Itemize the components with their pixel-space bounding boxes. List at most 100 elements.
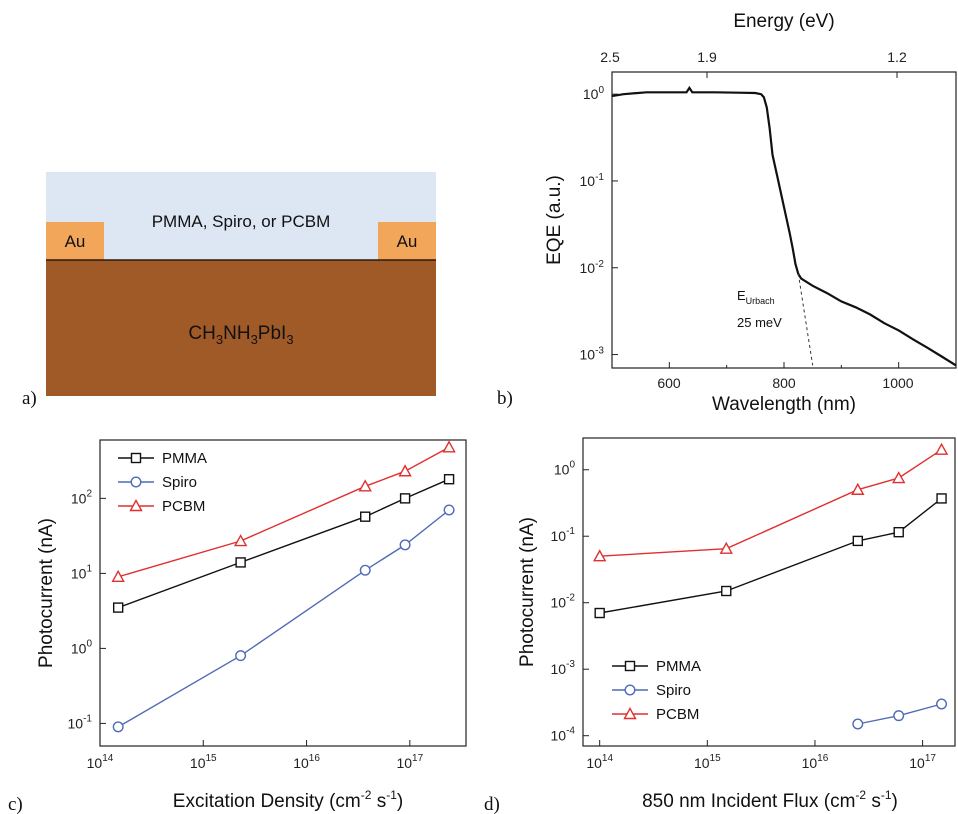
x-tick-exp: 17: [412, 753, 424, 764]
x-tick-exp: 16: [309, 753, 321, 764]
panel-d-xlabel-main: 850 nm Incident Flux (cm: [642, 791, 855, 812]
data-point-pcbm: [892, 471, 906, 484]
x-tick-600: 600: [657, 375, 681, 391]
y-tick-base: 10: [580, 347, 596, 363]
panel-b-y-axis-label: EQE (a.u.): [544, 175, 565, 265]
data-point-spiro: [112, 721, 124, 733]
y-tick-exp: -3: [595, 346, 604, 357]
panel-d-xlabel-mid: s: [866, 791, 881, 812]
series-line-spiro: [117, 509, 450, 728]
panel-c-xlabel-sup1: -2: [361, 788, 372, 802]
x-tick-exp: 15: [710, 753, 722, 764]
x-tick-label: 1017: [909, 753, 936, 771]
panel-d-x-axis-label: 850 nm Incident Flux (cm-2 s-1): [642, 788, 898, 812]
eqe-curve: [611, 85, 957, 367]
legend-marker-pmma: [624, 660, 636, 672]
panel-d-frame: [582, 437, 956, 747]
y-tick-exp: -1: [566, 526, 575, 537]
x-tick-base: 10: [293, 755, 309, 771]
panel-d-xlabel-end: ): [892, 791, 898, 812]
urbach-e: E: [737, 288, 746, 303]
data-point-pcbm: [442, 440, 456, 453]
y-tick-label: 10-1: [580, 172, 605, 189]
x-tick-label: 1014: [586, 753, 613, 771]
panel-a-schematic: PMMA, Spiro, or PCBM Au Au CH3NH3PbI3 a): [22, 172, 436, 409]
x-tick-1000: 1000: [882, 375, 913, 391]
y-tick-exp: 0: [86, 638, 92, 649]
series-line-pmma: [599, 497, 943, 614]
x-tick-label: 1015: [694, 753, 721, 771]
y-tick-base: 10: [71, 490, 87, 506]
legend-marker-spiro: [624, 684, 636, 696]
panel-d-legend: PMMA Spiro PCBM: [612, 658, 701, 723]
data-point-pmma: [936, 493, 947, 504]
panel-c-y-axis-label: Photocurrent (nA): [36, 518, 57, 668]
data-point-pcbm: [851, 482, 865, 495]
x-tick-exp: 15: [205, 753, 217, 764]
au-left-rect: [46, 222, 104, 260]
legend-label-spiro: Spiro: [656, 682, 691, 699]
data-point-spiro: [852, 718, 864, 730]
y-tick-label: 10-3: [551, 659, 576, 677]
formula-part: PbI: [258, 323, 287, 344]
series-line-pcbm: [599, 449, 942, 557]
y-tick-exp: -1: [83, 713, 92, 724]
x-tick-label: 1015: [190, 753, 217, 771]
absorber-label: CH3NH3PbI3: [188, 323, 293, 347]
y-tick-base: 10: [551, 728, 567, 744]
x-tick-base: 10: [190, 755, 206, 771]
x-tick-label: 1017: [396, 753, 423, 771]
data-point-spiro: [893, 710, 905, 722]
au-left-label: Au: [65, 232, 86, 251]
au-right-rect: [378, 222, 436, 260]
y-tick-base: 10: [551, 528, 567, 544]
data-point-spiro: [235, 650, 247, 662]
legend-marker-pmma: [130, 452, 142, 464]
formula-subscript: 3: [251, 332, 258, 347]
y-tick-exp: -3: [566, 659, 575, 670]
x-tick-base: 10: [87, 755, 103, 771]
y-tick-exp: -4: [566, 726, 575, 737]
x-tick-800: 800: [772, 375, 796, 391]
panel-b-label: b): [497, 388, 513, 409]
y-tick-label: 10-3: [580, 346, 605, 363]
y-tick-label: 10-2: [551, 593, 576, 611]
au-right-label: Au: [397, 232, 418, 251]
y-tick-base: 10: [68, 715, 84, 731]
panel-d-label: d): [484, 794, 500, 814]
panel-d-y-axis-label: Photocurrent (nA): [517, 517, 538, 667]
x-tick-exp: 14: [102, 753, 114, 764]
legend-marker-spiro: [130, 476, 142, 488]
x-tick-label: 1016: [802, 753, 829, 771]
panel-c-frame: [99, 439, 467, 747]
data-point-pmma: [852, 535, 863, 547]
data-point-pmma: [360, 511, 371, 522]
y-tick-exp: 2: [86, 488, 92, 499]
data-point-pcbm: [398, 464, 412, 477]
y-tick-base: 10: [71, 640, 87, 656]
y-tick-base: 10: [71, 565, 87, 581]
x-tick-base: 10: [802, 755, 818, 771]
data-point-pcbm: [934, 442, 949, 455]
panel-c-xlabel-main: Excitation Density (cm: [173, 791, 361, 812]
urbach-annotation: EUrbach: [737, 288, 775, 306]
panel-b-top-axis-label: Energy (eV): [733, 11, 834, 32]
panel-c-xlabel-mid: s: [371, 791, 386, 812]
data-point-pcbm: [111, 569, 125, 583]
y-tick-label: 100: [554, 460, 576, 478]
data-point-pcbm: [233, 534, 248, 547]
panel-c-x-axis-label: Excitation Density (cm-2 s-1): [173, 788, 403, 812]
x-tick-label: 1016: [293, 753, 320, 771]
legend-marker-pcbm: [623, 707, 637, 720]
legend-label-pcbm: PCBM: [162, 498, 205, 515]
data-point-pmma: [443, 474, 455, 485]
y-tick-label: 10-1: [551, 526, 576, 544]
legend-label-spiro: Spiro: [162, 474, 197, 491]
panel-c-legend: PMMA Spiro PCBM: [118, 450, 207, 515]
y-tick-label: 100: [583, 85, 605, 102]
urbach-value: 25 meV: [737, 315, 782, 330]
